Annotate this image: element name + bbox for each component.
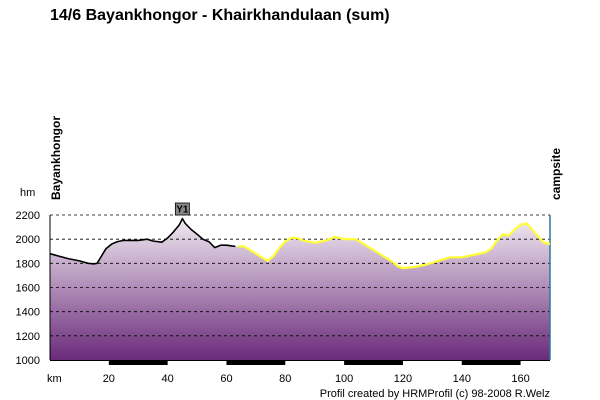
x-axis-scale-bar (226, 361, 286, 365)
elevation-area (50, 218, 550, 360)
x-tick-label: 100 (335, 373, 353, 385)
y-tick-label: 1400 (16, 307, 40, 319)
x-tick-label: 140 (453, 373, 471, 385)
x-tick-label: 60 (220, 373, 232, 385)
y-tick-label: 1800 (16, 258, 40, 270)
start-label: Bayankhongor (49, 116, 63, 200)
end-label: campsite (549, 148, 563, 200)
chart-title: 14/6 Bayankhongor - Khairkhandulaan (sum… (50, 7, 390, 24)
x-axis-label: km (47, 373, 62, 385)
pass-marker-label: Y1 (176, 205, 189, 216)
plot-area: 1000 1200 1400 1600 1800 2000 2200 20 40 60 80 100 1… (16, 202, 551, 385)
x-axis-scale-bar (344, 361, 403, 365)
x-tick-label: 160 (511, 373, 529, 385)
x-axis-scale-bar (461, 361, 521, 365)
x-tick-label: 120 (394, 373, 412, 385)
y-axis-label: hm (20, 187, 35, 199)
credit-text: Profil created by HRMProfil (c) 98-2008 … (320, 388, 550, 400)
y-tick-label: 1200 (16, 331, 40, 343)
pass-marker-icon (174, 202, 190, 216)
series-line-planned (238, 222, 551, 270)
y-tick-label: 1000 (16, 355, 40, 367)
x-axis-scale-bar (108, 361, 168, 365)
y-tick-label: 2200 (16, 210, 40, 222)
y-tick-label: 1600 (16, 283, 40, 295)
y-tick-label: 2000 (16, 234, 40, 246)
x-tick-label: 40 (162, 373, 174, 385)
series-line-ridden (49, 217, 236, 265)
x-tick-label: 80 (279, 373, 291, 385)
x-tick-label: 20 (103, 373, 115, 385)
